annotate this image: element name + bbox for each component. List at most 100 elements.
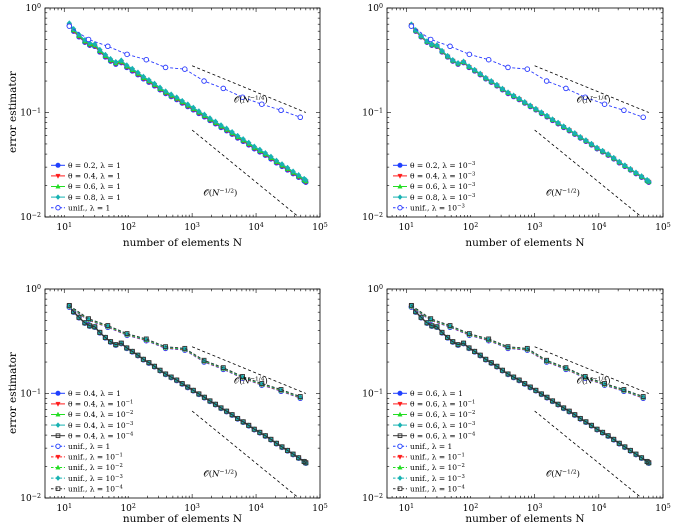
data-point <box>290 168 296 175</box>
legend-marker <box>397 390 403 396</box>
x-tick-label: 102 <box>120 503 135 515</box>
legend-marker <box>55 433 61 439</box>
legend-marker <box>55 183 61 189</box>
data-point <box>429 323 435 329</box>
data-point <box>640 114 646 121</box>
data-point <box>143 336 149 342</box>
x-tick-label: 103 <box>527 503 542 515</box>
legend-label: θ = 0.6, λ = 10−1 <box>410 400 475 409</box>
data-point <box>196 391 202 397</box>
data-point <box>447 323 453 328</box>
slope-annotation: 𝒪(𝑁−1/2) <box>203 187 237 199</box>
data-point <box>494 363 500 369</box>
data-point <box>97 329 103 335</box>
data-point <box>157 84 163 91</box>
data-point <box>572 130 578 137</box>
plot-area <box>408 21 652 217</box>
data-point <box>640 394 646 399</box>
data-point <box>533 105 539 112</box>
data-point <box>510 92 517 99</box>
reference-slope-line <box>534 65 649 113</box>
data-point <box>146 360 152 366</box>
data-point <box>118 340 124 346</box>
data-point <box>477 70 483 77</box>
legend-label: θ = 0.6, λ = 10−4 <box>410 431 476 440</box>
data-point <box>600 429 606 435</box>
data-point <box>284 164 291 171</box>
data-point <box>418 314 424 320</box>
data-point <box>601 101 608 107</box>
x-tick-label: 101 <box>57 503 72 515</box>
data-point <box>273 440 279 446</box>
data-point <box>174 94 180 101</box>
data-point <box>572 412 578 418</box>
data-point <box>488 78 494 85</box>
x-tick-label: 101 <box>57 222 72 234</box>
data-point <box>201 357 207 363</box>
data-point <box>185 101 191 108</box>
data-point <box>471 66 478 73</box>
y-tick-label: 100 <box>26 284 41 296</box>
data-point <box>583 419 589 425</box>
data-point <box>527 384 533 390</box>
data-point <box>279 444 285 450</box>
data-point <box>201 111 208 118</box>
data-point <box>611 154 617 161</box>
data-point <box>605 151 611 158</box>
data-point <box>538 109 545 116</box>
data-point <box>105 43 111 50</box>
data-point <box>113 342 119 348</box>
x-tick-label: 105 <box>312 222 327 234</box>
legend-label: θ = 0.4, λ = 10−1 <box>68 400 133 409</box>
legend-marker <box>397 433 403 439</box>
data-point <box>92 324 98 330</box>
y-tick-label: 10−1 <box>20 107 41 119</box>
data-point <box>105 323 111 328</box>
data-point <box>511 374 517 380</box>
data-point <box>92 41 98 48</box>
data-point <box>622 162 628 169</box>
data-point <box>439 329 445 335</box>
data-point <box>549 116 556 123</box>
legend-label: unif., λ = 10−4 <box>68 484 123 493</box>
legend-marker <box>397 205 403 211</box>
data-point <box>505 64 511 71</box>
data-point <box>627 447 633 453</box>
plot-area <box>66 302 309 498</box>
y-tick-label: 100 <box>368 284 383 296</box>
data-point <box>135 69 141 76</box>
data-point <box>97 46 103 53</box>
x-tick-label: 104 <box>248 222 263 234</box>
data-point <box>240 419 246 425</box>
data-point <box>427 36 434 43</box>
x-tick-label: 104 <box>248 503 263 515</box>
slope-annotation: 𝒪(𝑁−1/4) <box>234 375 268 387</box>
data-point <box>290 451 296 457</box>
data-point <box>450 56 456 64</box>
data-point <box>213 401 218 407</box>
data-point <box>140 73 147 80</box>
data-point <box>466 63 472 70</box>
data-point <box>455 342 461 348</box>
legend-label: unif., λ = 1 <box>68 203 110 212</box>
data-point <box>524 345 530 351</box>
data-point <box>229 412 235 418</box>
data-point <box>633 169 639 176</box>
x-tick-label: 102 <box>120 222 135 234</box>
data-point <box>102 334 108 340</box>
reference-slope-line <box>534 129 643 217</box>
data-point <box>76 314 82 320</box>
data-point <box>455 59 461 67</box>
legend-label: θ = 0.4, λ = 10−4 <box>68 431 134 440</box>
data-point <box>182 66 188 72</box>
y-tick-label: 10−1 <box>20 388 41 400</box>
data-point <box>278 107 284 114</box>
data-point <box>445 334 451 340</box>
data-point <box>418 32 424 39</box>
reference-slope-line <box>191 346 306 394</box>
data-point <box>560 123 567 130</box>
data-point <box>505 89 511 96</box>
data-point <box>538 391 544 397</box>
legend-label: θ = 0.4, λ = 10−3 <box>68 421 133 430</box>
